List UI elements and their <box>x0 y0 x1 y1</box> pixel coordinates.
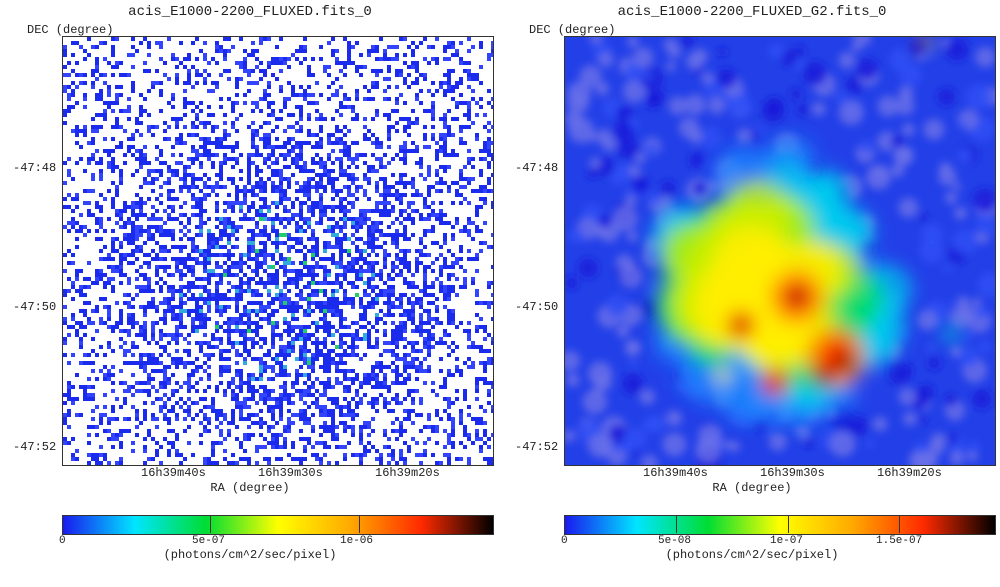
ra-tick: 16h39m30s <box>258 466 323 480</box>
colorbar-tick-mark <box>210 515 211 533</box>
ra-tick: 16h39m40s <box>141 466 206 480</box>
colorbar <box>62 515 494 535</box>
colorbar <box>564 515 996 535</box>
ra-tick: 16h39m30s <box>760 466 825 480</box>
image-frame[interactable] <box>62 36 494 466</box>
dec-tick: -47:48 <box>13 161 57 175</box>
dec-tick: -47:48 <box>515 161 559 175</box>
smoothed-flux-image[interactable] <box>565 37 995 465</box>
image-frame[interactable] <box>564 36 996 466</box>
dec-tick: -47:52 <box>13 440 57 454</box>
ra-tick: 16h39m40s <box>643 466 708 480</box>
dec-tick: -47:50 <box>13 300 57 314</box>
colorbar-tick-mark <box>899 515 900 533</box>
colorbar-tick-mark <box>676 515 677 533</box>
colorbar-tick-label: 5e-07 <box>192 535 226 547</box>
fits-panel-raw: acis_E1000-2200_FLUXED.fits_0 DEC (degre… <box>13 4 494 562</box>
panel-title: acis_E1000-2200_FLUXED.fits_0 <box>128 4 372 20</box>
ra-axis-label: RA (degree) <box>712 481 792 495</box>
colorbar-unit: (photons/cm^2/sec/pixel) <box>665 548 839 562</box>
dec-axis-label: DEC (degree) <box>27 23 114 37</box>
colorbar-tick-mark <box>359 515 360 533</box>
colorbar-tick-mark <box>788 515 789 533</box>
colorbar-tick-label: 1.5e-07 <box>876 535 923 547</box>
colorbar-tick-label: 1e-06 <box>340 535 374 547</box>
colorbar-unit: (photons/cm^2/sec/pixel) <box>163 548 337 562</box>
raw-flux-image[interactable] <box>63 37 493 465</box>
ra-tick: 16h39m20s <box>375 466 440 480</box>
fits-panel-smoothed: acis_E1000-2200_FLUXED_G2.fits_0 DEC (de… <box>502 0 1000 587</box>
colorbar-tick-label: 1e-07 <box>770 535 804 547</box>
colorbar-tick-label: 0 <box>561 535 568 547</box>
colorbar-tick-label: 5e-08 <box>658 535 692 547</box>
colorbar-tick-label: 0 <box>59 535 66 547</box>
panel-title: acis_E1000-2200_FLUXED_G2.fits_0 <box>617 4 887 20</box>
dec-tick: -47:50 <box>515 300 559 314</box>
ra-axis-label: RA (degree) <box>210 481 290 495</box>
ra-tick: 16h39m20s <box>877 466 942 480</box>
dec-axis-label: DEC (degree) <box>529 23 616 37</box>
dec-tick: -47:52 <box>515 440 559 454</box>
